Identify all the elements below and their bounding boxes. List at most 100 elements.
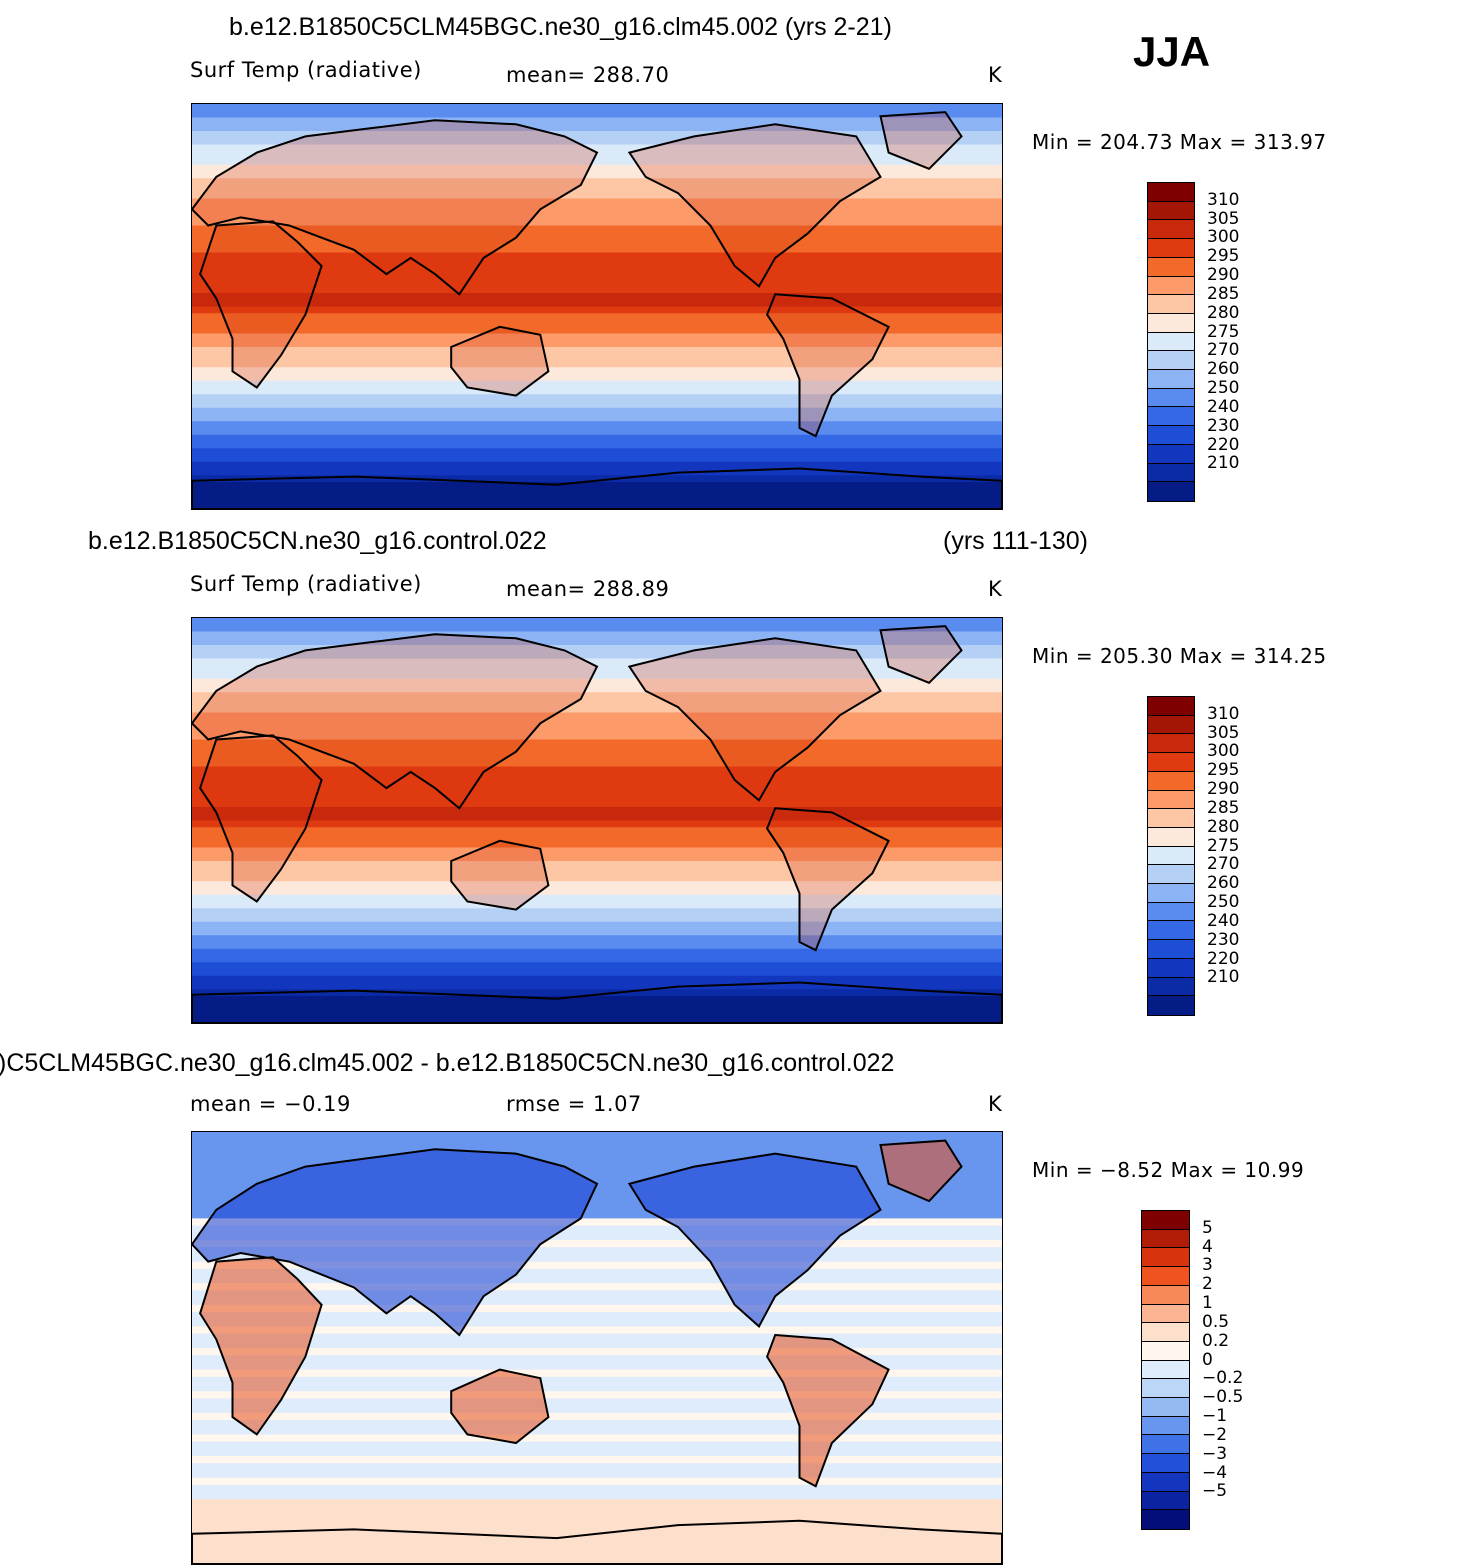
- map-band: [192, 1261, 1002, 1270]
- coastline: [192, 1148, 599, 1337]
- colorbar-tick-label: 220: [1207, 434, 1240, 455]
- colorbar-swatch: [1148, 407, 1194, 427]
- map-band: [192, 753, 1002, 761]
- map-band: [192, 935, 1002, 943]
- map-band: [192, 441, 1002, 450]
- map-band: [192, 874, 1002, 883]
- coastline: [450, 839, 550, 911]
- map-band: [192, 1456, 1002, 1465]
- map-band: [192, 178, 1002, 186]
- map-band: [192, 901, 1002, 910]
- colorbar-tick-label: 275: [1207, 835, 1240, 856]
- panel-2-colorbar-labels: 310 305 300 295 290 285 280 275 270 260 250 240 230 2…: [1207, 696, 1267, 1016]
- map-band: [192, 732, 1002, 741]
- map-band: [192, 766, 1002, 775]
- map-band: [192, 719, 1002, 727]
- map-band: [192, 1348, 1002, 1357]
- map-band: [192, 286, 1002, 294]
- map-band: [192, 651, 1002, 660]
- map-band: [192, 1290, 1002, 1299]
- map-band: [192, 1268, 1002, 1277]
- colorbar-swatch: [1148, 463, 1194, 483]
- panel-2-minmax: Min = 205.30 Max = 314.25: [1032, 644, 1327, 668]
- panel-1-title: b.e12.B1850C5CLM45BGC.ne30_g16.clm45.002…: [229, 13, 892, 41]
- panel-3-map: [191, 1131, 1003, 1565]
- map-band: [192, 692, 1002, 700]
- map-band: [192, 1189, 1002, 1198]
- coastline: [879, 625, 963, 684]
- map-band: [192, 624, 1002, 633]
- colorbar-swatch: [1148, 753, 1194, 772]
- map-band: [192, 1168, 1002, 1177]
- map-band: [192, 1376, 1002, 1385]
- coastline: [627, 1152, 882, 1328]
- coastline: [199, 1256, 323, 1436]
- colorbar-tick-label: 250: [1207, 378, 1240, 399]
- coastline: [450, 1368, 550, 1445]
- map-band: [192, 1405, 1002, 1414]
- colorbar-swatch: [1142, 1304, 1189, 1324]
- coastline: [765, 807, 890, 952]
- colorbar-swatch: [1148, 809, 1194, 828]
- map-band: [192, 191, 1002, 200]
- map-band: [192, 1484, 1002, 1493]
- map-band: [192, 1556, 1002, 1564]
- map-band: [192, 394, 1002, 402]
- colorbar-swatch: [1142, 1323, 1189, 1342]
- colorbar-swatch: [1148, 482, 1194, 501]
- map-band: [192, 151, 1002, 159]
- panel-1-unit: K: [988, 63, 1003, 87]
- colorbar-tick-label: 290: [1207, 779, 1240, 800]
- map-band: [192, 1520, 1002, 1529]
- colorbar-tick-label: 2: [1202, 1274, 1213, 1295]
- map-band: [192, 1312, 1002, 1321]
- colorbar-swatch: [1148, 902, 1194, 922]
- map-band: [192, 773, 1002, 781]
- panel-1-mean: mean= 288.70: [506, 63, 670, 87]
- map-band: [192, 1218, 1002, 1227]
- map-band: [192, 367, 1002, 375]
- colorbar-swatch: [1148, 846, 1194, 866]
- map-band: [192, 225, 1002, 234]
- map-band: [192, 1211, 1002, 1220]
- colorbar-tick-label: 240: [1207, 396, 1240, 417]
- map-band: [192, 780, 1002, 788]
- colorbar-swatch: [1142, 1285, 1189, 1305]
- map-band: [192, 387, 1002, 396]
- map-band: [192, 962, 1002, 970]
- map-band: [192, 1448, 1002, 1457]
- map-band: [192, 699, 1002, 707]
- coastline: [765, 1333, 890, 1488]
- colorbar-tick-label: 0.5: [1202, 1311, 1230, 1332]
- map-band: [192, 921, 1002, 930]
- colorbar-tick-label: 250: [1207, 892, 1240, 913]
- colorbar-swatch: [1148, 790, 1194, 810]
- panel-1-minmax: Min = 204.73 Max = 313.97: [1032, 130, 1327, 154]
- map-band: [192, 658, 1002, 667]
- map-band: [192, 726, 1002, 734]
- map-band: [192, 1009, 1002, 1018]
- panel-3-title: )C5CLM45BGC.ne30_g16.clm45.002 - b.e12.B…: [0, 1049, 895, 1077]
- map-band: [192, 326, 1002, 335]
- map-band: [192, 1470, 1002, 1479]
- season-label: JJA: [1133, 28, 1211, 75]
- map-band: [192, 1463, 1002, 1472]
- map-band: [192, 104, 1002, 112]
- colorbar-swatch: [1148, 771, 1194, 791]
- panel-2-map: [191, 617, 1003, 1024]
- map-band: [192, 672, 1002, 680]
- map-band: [192, 975, 1002, 984]
- map-band: [192, 1247, 1002, 1256]
- map-band: [192, 272, 1002, 281]
- map-band: [192, 847, 1002, 856]
- map-band: [192, 786, 1002, 795]
- map-band: [192, 705, 1002, 714]
- colorbar-tick-label: 290: [1207, 265, 1240, 286]
- coastline: [198, 734, 323, 903]
- map-band: [192, 428, 1002, 436]
- map-band: [192, 942, 1002, 950]
- colorbar-tick-label: 260: [1207, 873, 1240, 894]
- map-band: [192, 1182, 1002, 1191]
- panel-1-colorbar: [1147, 182, 1195, 502]
- colorbar-tick-label: 260: [1207, 359, 1240, 380]
